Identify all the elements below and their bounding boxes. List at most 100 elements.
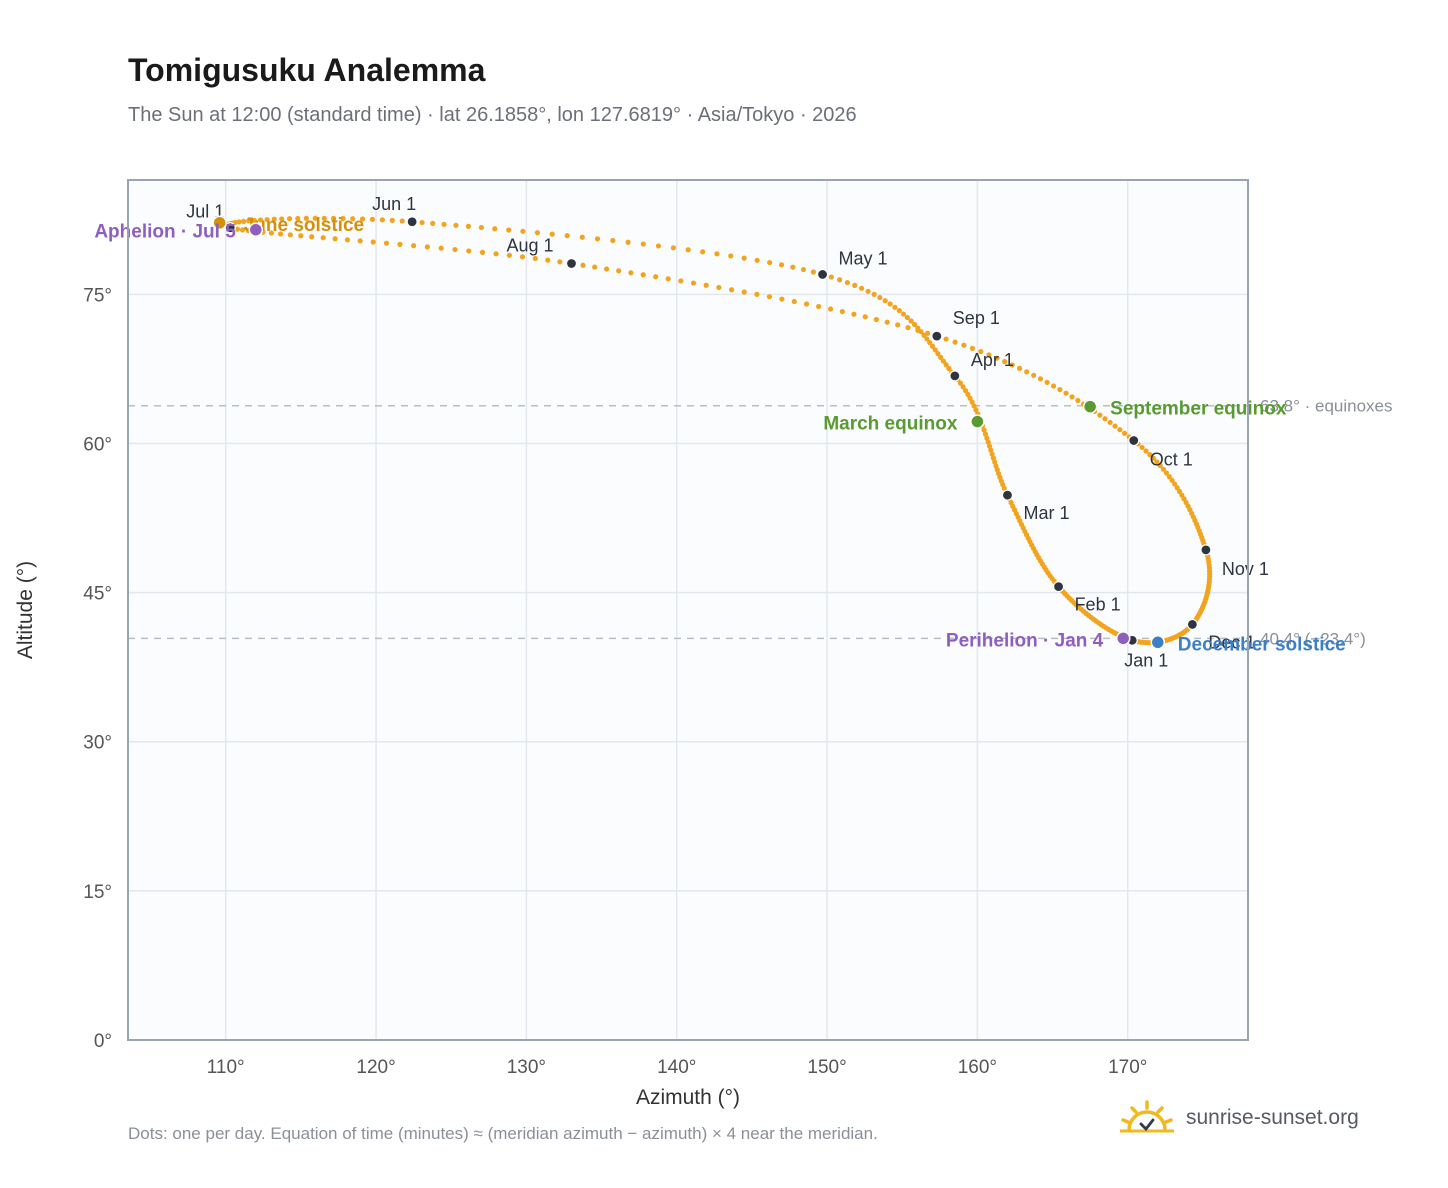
daily-dot (251, 217, 257, 223)
daily-dot (1157, 462, 1163, 469)
daily-dot (653, 274, 659, 280)
daily-dot (264, 216, 270, 223)
daily-dot (670, 245, 677, 251)
daily-dot (257, 217, 264, 223)
daily-dot (332, 236, 338, 242)
daily-dot (988, 447, 994, 453)
event-marker (1115, 631, 1131, 646)
brand-name: sunrise-sunset.org (1186, 1106, 1359, 1129)
daily-dot (370, 239, 376, 245)
daily-dot (862, 314, 868, 320)
event-marker (1150, 635, 1166, 650)
daily-dot (728, 287, 735, 293)
daily-dot (940, 358, 946, 364)
daily-dot (741, 255, 747, 261)
daily-dot (900, 311, 907, 317)
daily-dot (700, 249, 706, 255)
event-markers: March equinox September equinox June solst… (94, 215, 1345, 656)
daily-dot (532, 255, 538, 262)
daily-dot (419, 219, 425, 226)
x-tick-label: 120° (356, 1057, 395, 1078)
daily-dot (453, 222, 459, 228)
daily-dot (957, 380, 964, 386)
daily-dot (564, 233, 570, 239)
month-marker (1186, 618, 1198, 631)
daily-dot (312, 215, 318, 221)
daily-dot (960, 384, 966, 390)
daily-dot (1107, 419, 1113, 426)
daily-dot (800, 266, 807, 273)
daily-dot (932, 347, 938, 353)
daily-dot (1097, 412, 1103, 418)
daily-dot (929, 343, 936, 349)
y-axis-label: Altitude (°) (14, 561, 37, 659)
daily-dot (271, 216, 277, 222)
daily-dot (1002, 358, 1008, 365)
daily-dot (545, 257, 551, 263)
daily-dot (1154, 459, 1160, 465)
daily-dot (1150, 455, 1156, 461)
axis-ticks: 110° 120° 130° 140° 150° 160° 170° 0° 15° 30° 45° 6… (83, 285, 1147, 1078)
daily-dot (989, 451, 995, 457)
month-marker (931, 330, 943, 342)
brand[interactable]: sunrise-sunset.org (1120, 1100, 1359, 1136)
daily-dot (810, 269, 816, 275)
month-label: Feb 1 (1075, 595, 1121, 615)
daily-dot (714, 251, 720, 257)
daily-dot (1112, 423, 1118, 429)
y-tick-label: 75° (83, 285, 112, 306)
daily-dot (865, 288, 871, 294)
daily-dot (938, 354, 944, 360)
daily-dot (519, 254, 526, 260)
daily-dot (1069, 394, 1075, 400)
event-marker (970, 414, 985, 429)
month-label: Sep 1 (953, 308, 1000, 328)
y-tick-label: 15° (83, 882, 112, 903)
daily-dot (478, 224, 484, 231)
daily-dot (246, 218, 252, 224)
daily-dot (871, 291, 877, 297)
daily-dot (986, 352, 992, 358)
daily-dot (778, 262, 785, 268)
daily-dot (241, 218, 247, 224)
daily-dot (754, 257, 760, 263)
daily-dot (320, 235, 326, 241)
daily-dot (994, 355, 1000, 361)
daily-dot (816, 303, 822, 310)
daily-dot (844, 279, 851, 286)
daily-dot (1102, 416, 1108, 422)
daily-dot (754, 291, 760, 297)
x-tick-label: 140° (657, 1057, 696, 1078)
daily-dot (943, 362, 949, 368)
daily-dot (969, 399, 975, 405)
month-label: Dec 1 (1208, 632, 1255, 652)
daily-dot (493, 251, 499, 257)
daily-dot (1050, 383, 1057, 389)
daily-dot (971, 403, 977, 409)
daily-dot (779, 296, 785, 302)
daily-dot (369, 216, 376, 222)
daily-dot (466, 248, 472, 254)
daily-dot (895, 322, 901, 328)
x-tick-label: 160° (958, 1057, 997, 1078)
daily-dot (298, 233, 304, 239)
daily-dot (884, 319, 890, 325)
event-label: March equinox (823, 414, 958, 435)
daily-dot (981, 427, 987, 433)
daily-dot (1031, 372, 1037, 378)
x-tick-label: 130° (507, 1057, 546, 1078)
daily-dot (828, 274, 834, 280)
month-label: Aug 1 (506, 236, 553, 256)
daily-dot (924, 330, 931, 336)
daily-dot (625, 239, 631, 245)
daily-dot (340, 215, 346, 222)
month-markers: Jan 1 Feb 1 Mar 1 Apr 1 May 1 Jun 1 Jul 1 Aug 1… (186, 194, 1269, 671)
daily-dot (827, 306, 834, 312)
daily-dot (350, 216, 356, 222)
daily-dot (295, 215, 301, 222)
month-marker (1052, 581, 1065, 593)
daily-dot (1160, 466, 1166, 472)
month-label: May 1 (839, 248, 888, 268)
daily-dot (791, 298, 797, 305)
